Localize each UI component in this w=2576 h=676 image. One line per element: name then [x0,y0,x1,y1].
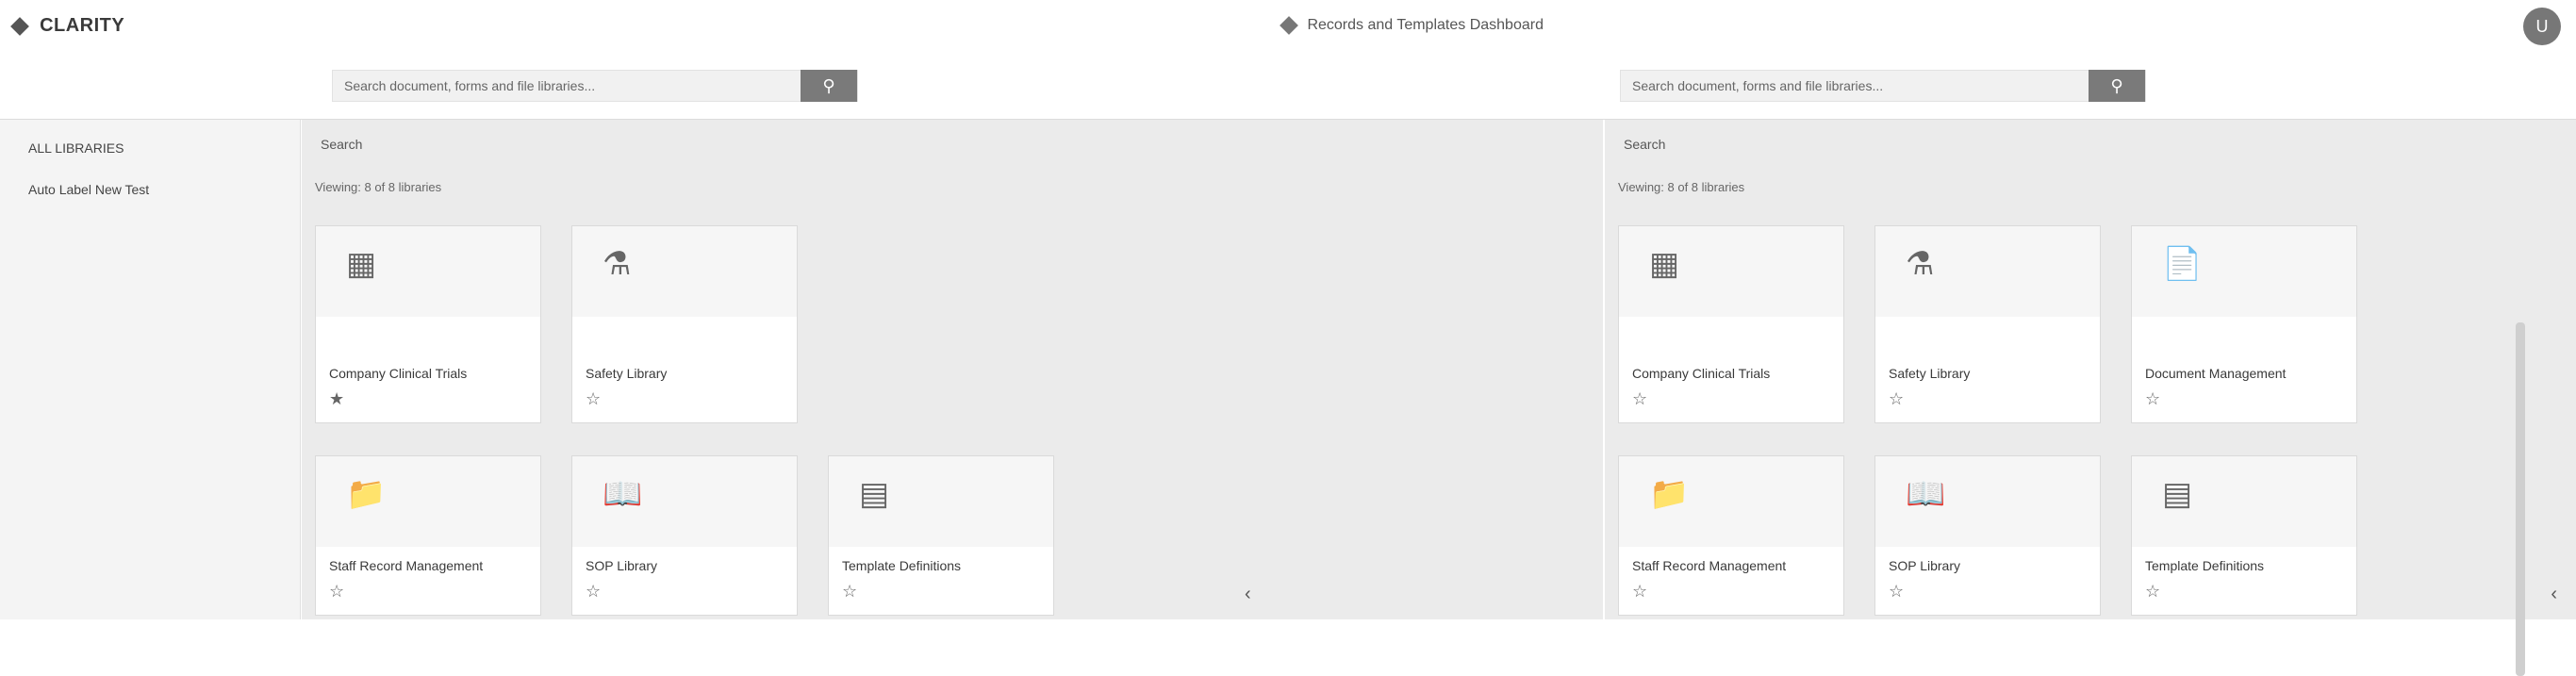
template-icon: ▤ [859,476,890,512]
card-title: Staff Record Management [329,558,484,573]
logo-icon [10,16,29,36]
panel-search-label[interactable]: Search [1624,137,1666,152]
card-title: SOP Library [586,558,657,573]
card-title: SOP Library [1889,558,1960,573]
document-icon: 📄 [2162,246,2203,282]
header-title: Records and Templates Dashboard [1280,15,1544,35]
library-card[interactable]: ⚗ Safety Library ☆ [1874,225,2101,423]
library-card[interactable]: ▦ Company Clinical Trials ★ [315,225,541,423]
sidebar-item-all-libraries[interactable]: ALL LIBRARIES [28,140,124,156]
chevron-left-icon[interactable]: ‹ [1245,584,1251,604]
search-button[interactable]: ⚲ [2089,70,2145,102]
panel-search-label[interactable]: Search [321,137,363,152]
card-thumbnail: ⚗ [1875,226,2100,317]
favorite-icon[interactable]: ☆ [329,582,345,601]
sidebar: ALL LIBRARIES Auto Label New Test [0,120,301,619]
card-thumbnail: ▤ [2132,456,2356,547]
card-title: Safety Library [1889,366,1971,381]
card-title: Document Management [2145,366,2287,381]
favorite-icon[interactable]: ☆ [586,389,602,408]
chevron-left-icon[interactable]: ‹ [2551,584,2557,604]
template-icon: ▤ [2162,476,2193,512]
book-icon: 📖 [1906,476,1946,512]
favorite-icon[interactable]: ☆ [842,582,858,601]
flask-icon: ⚗ [1906,246,1935,282]
library-panel-left: Search Viewing: 8 of 8 libraries ▦ Compa… [302,120,1603,619]
library-card[interactable]: 📖 SOP Library ☆ [1874,455,2101,616]
search-input[interactable] [1621,71,2145,101]
brand-name: CLARITY [40,15,125,36]
card-title: Company Clinical Trials [1632,366,1771,381]
avatar[interactable]: U [2523,8,2561,45]
card-thumbnail: 📁 [1619,456,1843,547]
library-card[interactable]: ▤ Template Definitions ☆ [828,455,1054,616]
search-row: ⚲ ⚲ [0,53,2576,120]
card-title: Staff Record Management [1632,558,1787,573]
card-thumbnail: 📄 [2132,226,2356,317]
top-bar: CLARITY Records and Templates Dashboard … [0,0,2576,54]
viewing-count: Viewing: 8 of 8 libraries [1618,180,1745,194]
card-title: Template Definitions [842,558,962,573]
library-card[interactable]: 📁 Staff Record Management ☆ [1618,455,1844,616]
favorite-icon[interactable]: ☆ [1889,582,1905,601]
sidebar-item-auto-label-new-test[interactable]: Auto Label New Test [28,182,150,197]
favorite-icon[interactable]: ☆ [586,582,602,601]
header-title-text: Records and Templates Dashboard [1307,17,1544,33]
library-card[interactable]: ⚗ Safety Library ☆ [571,225,798,423]
card-title: Safety Library [586,366,668,381]
brand-logo[interactable]: CLARITY [10,15,125,37]
viewing-count: Viewing: 8 of 8 libraries [315,180,442,194]
flask-icon: ⚗ [603,246,632,282]
library-card[interactable]: 📖 SOP Library ☆ [571,455,798,616]
folder-icon: 📁 [346,476,387,512]
search-icon: ⚲ [2110,76,2123,95]
scrollbar[interactable] [2516,322,2525,676]
favorite-icon[interactable]: ☆ [1632,582,1648,601]
card-title: Template Definitions [2145,558,2265,573]
search-button[interactable]: ⚲ [801,70,857,102]
library-card[interactable]: 📄 Document Management ☆ [2131,225,2357,423]
book-icon: 📖 [603,476,643,512]
library-panel-right: Search Viewing: 8 of 8 libraries ▦ Compa… [1605,120,2576,676]
search-icon: ⚲ [822,76,835,95]
library-card[interactable]: 📁 Staff Record Management ☆ [315,455,541,616]
search-input[interactable] [333,71,857,101]
card-thumbnail: 📁 [316,456,540,547]
diamond-icon [1280,15,1298,35]
table-icon: ▦ [346,246,377,282]
card-title: Company Clinical Trials [329,366,468,381]
card-thumbnail: ▤ [829,456,1053,547]
folder-icon: 📁 [1649,476,1690,512]
card-thumbnail: 📖 [1875,456,2100,547]
table-icon: ▦ [1649,246,1680,282]
right-search: ⚲ [1620,70,2146,102]
favorite-icon[interactable]: ☆ [1889,389,1905,408]
favorite-icon[interactable]: ☆ [1632,389,1648,408]
left-search: ⚲ [332,70,858,102]
library-card[interactable]: ▦ Company Clinical Trials ☆ [1618,225,1844,423]
library-card[interactable]: ▤ Template Definitions ☆ [2131,455,2357,616]
favorite-icon[interactable]: ☆ [2145,389,2161,408]
card-thumbnail: ⚗ [572,226,797,317]
card-thumbnail: 📖 [572,456,797,547]
card-thumbnail: ▦ [1619,226,1843,317]
card-thumbnail: ▦ [316,226,540,317]
favorite-icon[interactable]: ★ [329,389,345,408]
favorite-icon[interactable]: ☆ [2145,582,2161,601]
